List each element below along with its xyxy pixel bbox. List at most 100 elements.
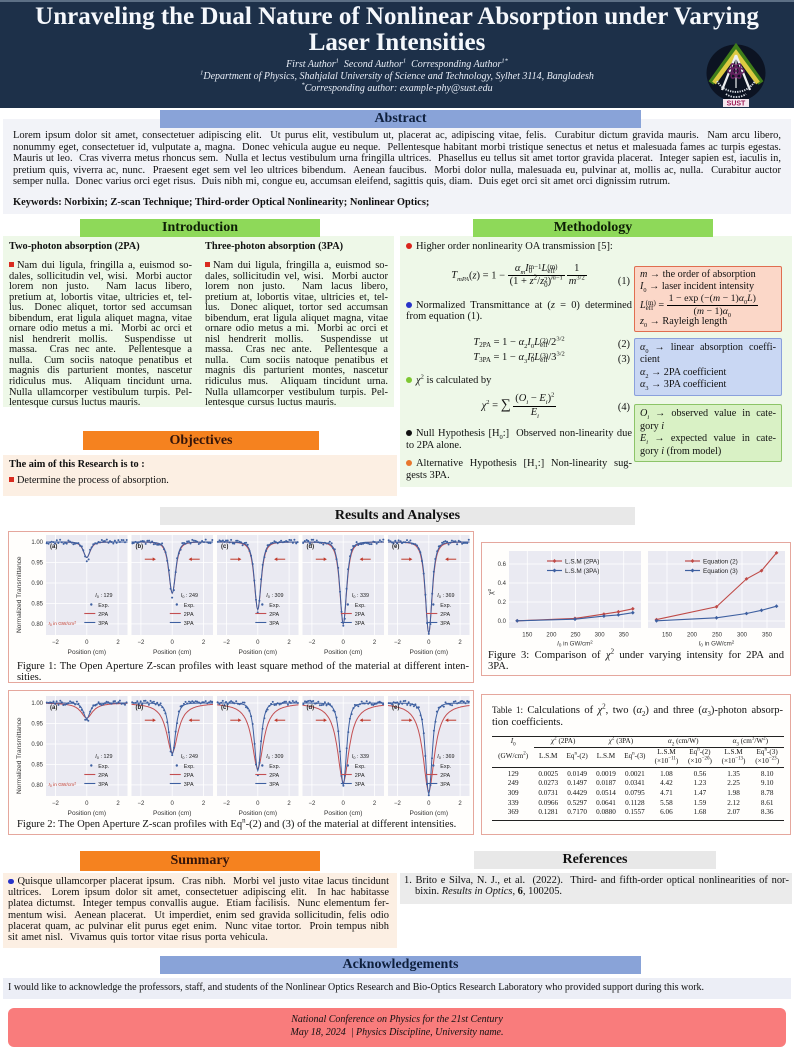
svg-text:300: 300 (595, 633, 606, 639)
svg-text:0.85: 0.85 (31, 762, 43, 768)
svg-text:2PA: 2PA (184, 612, 194, 618)
svg-text:(b): (b) (136, 705, 144, 711)
svg-text:2: 2 (287, 640, 291, 646)
svg-text:(e): (e) (392, 544, 399, 550)
svg-text:Exp.: Exp. (184, 764, 195, 770)
svg-text:2PA: 2PA (440, 773, 450, 779)
svg-text:Exp.: Exp. (440, 764, 451, 770)
svg-text:0: 0 (342, 801, 346, 807)
svg-text:2: 2 (458, 801, 462, 807)
svg-text:Normalized Transmittance: Normalized Transmittance (16, 717, 23, 794)
svg-text:2PA: 2PA (98, 773, 108, 779)
svg-text:Exp.: Exp. (98, 764, 109, 770)
svg-text:(d): (d) (307, 705, 315, 711)
svg-text:I0 in GW/cm2: I0 in GW/cm2 (557, 640, 593, 648)
svg-text:Position (cm): Position (cm) (68, 649, 106, 656)
svg-text:Exp.: Exp. (98, 603, 109, 609)
svg-text:3PA: 3PA (98, 782, 108, 788)
svg-text:2PA: 2PA (355, 612, 365, 618)
svg-text:Exp.: Exp. (355, 764, 366, 770)
svg-text:3PA: 3PA (98, 621, 108, 627)
svg-text:2: 2 (287, 801, 291, 807)
svg-text:SUST: SUST (727, 101, 746, 108)
svg-text:2: 2 (458, 640, 462, 646)
svg-text:I0 in GW/cm2: I0 in GW/cm2 (49, 620, 77, 627)
svg-text:−2: −2 (137, 801, 145, 807)
svg-text:I0 : 309: I0 : 309 (266, 593, 283, 599)
svg-text:Position (cm): Position (cm) (410, 649, 448, 656)
svg-text:−2: −2 (223, 801, 231, 807)
svg-text:3PA: 3PA (269, 621, 279, 627)
svg-text:200: 200 (546, 633, 557, 639)
svg-text:0.95: 0.95 (31, 561, 43, 567)
svg-text:Position (cm): Position (cm) (239, 810, 277, 817)
svg-text:−2: −2 (137, 640, 145, 646)
svg-text:−2: −2 (394, 640, 402, 646)
svg-text:350: 350 (762, 633, 773, 639)
svg-text:0: 0 (171, 640, 175, 646)
svg-text:I0 : 129: I0 : 129 (95, 754, 112, 760)
svg-text:0: 0 (342, 640, 346, 646)
svg-text:I0 : 129: I0 : 129 (95, 593, 112, 599)
svg-text:2: 2 (373, 801, 377, 807)
svg-text:0: 0 (256, 801, 260, 807)
svg-text:I0 : 249: I0 : 249 (181, 754, 198, 760)
svg-text:2: 2 (202, 640, 206, 646)
svg-text:3PA: 3PA (440, 782, 450, 788)
svg-text:−2: −2 (394, 801, 402, 807)
svg-text:0.85: 0.85 (31, 601, 43, 607)
svg-text:0: 0 (256, 640, 260, 646)
svg-text:−2: −2 (52, 640, 60, 646)
svg-text:I0 in GW/cm2: I0 in GW/cm2 (49, 781, 77, 788)
svg-text:I0 : 369: I0 : 369 (437, 593, 454, 599)
svg-text:0: 0 (85, 640, 89, 646)
svg-text:Exp.: Exp. (269, 764, 280, 770)
svg-text:3PA: 3PA (440, 621, 450, 627)
svg-text:3PA: 3PA (355, 621, 365, 627)
svg-text:0.4: 0.4 (498, 581, 507, 587)
svg-text:0.95: 0.95 (31, 722, 43, 728)
svg-text:(a): (a) (50, 705, 57, 711)
svg-text:2PA: 2PA (269, 612, 279, 618)
svg-text:1.00: 1.00 (31, 540, 43, 546)
svg-text:(d): (d) (307, 544, 315, 550)
svg-text:Normalized Transmittance: Normalized Transmittance (16, 556, 23, 633)
svg-text:−2: −2 (223, 640, 231, 646)
svg-text:0.80: 0.80 (31, 783, 43, 789)
svg-text:Exp.: Exp. (269, 603, 280, 609)
svg-text:0.6: 0.6 (498, 562, 507, 568)
svg-text:−2: −2 (52, 801, 60, 807)
svg-text:χ²: χ² (488, 588, 495, 595)
svg-text:L.S.M (3PA): L.S.M (3PA) (565, 568, 599, 575)
svg-text:3PA: 3PA (184, 621, 194, 627)
svg-text:I0 : 369: I0 : 369 (437, 754, 454, 760)
svg-text:Position (cm): Position (cm) (153, 649, 191, 656)
svg-text:150: 150 (522, 633, 533, 639)
svg-text:300: 300 (737, 633, 748, 639)
svg-text:(a): (a) (50, 544, 57, 550)
svg-text:Position (cm): Position (cm) (324, 810, 362, 817)
svg-text:(c): (c) (221, 705, 228, 711)
svg-text:250: 250 (712, 633, 723, 639)
svg-text:(e): (e) (392, 705, 399, 711)
svg-text:L.S.M (2PA): L.S.M (2PA) (565, 558, 599, 565)
svg-text:3PA: 3PA (269, 782, 279, 788)
svg-text:0: 0 (171, 801, 175, 807)
svg-text:3PA: 3PA (184, 782, 194, 788)
svg-text:2PA: 2PA (184, 773, 194, 779)
svg-text:I0 in GW/cm2: I0 in GW/cm2 (699, 640, 735, 648)
svg-text:Position (cm): Position (cm) (324, 649, 362, 656)
svg-text:2: 2 (202, 801, 206, 807)
svg-text:2: 2 (373, 640, 377, 646)
svg-text:I0 : 309: I0 : 309 (266, 754, 283, 760)
svg-text:Equation (2): Equation (2) (703, 558, 738, 565)
svg-text:3PA: 3PA (355, 782, 365, 788)
svg-text:Position (cm): Position (cm) (239, 649, 277, 656)
svg-text:I0 : 249: I0 : 249 (181, 593, 198, 599)
svg-text:I0 : 339: I0 : 339 (352, 754, 369, 760)
svg-text:2: 2 (116, 801, 120, 807)
svg-text:2PA: 2PA (269, 773, 279, 779)
svg-text:I0 : 339: I0 : 339 (352, 593, 369, 599)
svg-text:Equation (3): Equation (3) (703, 568, 738, 575)
svg-text:Exp.: Exp. (184, 603, 195, 609)
